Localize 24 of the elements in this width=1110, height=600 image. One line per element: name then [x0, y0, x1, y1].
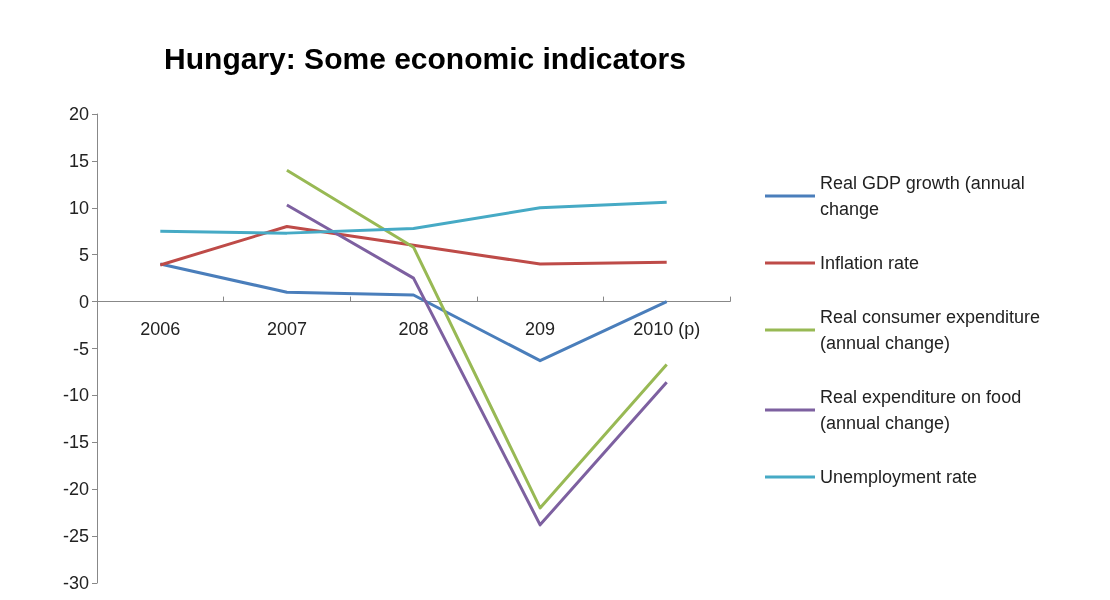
y-tick-label: -10 [62, 385, 89, 406]
chart-title: Hungary: Some economic indicators [164, 41, 686, 75]
x-tick-label: 2007 [266, 318, 307, 339]
x-tick-label: 208 [398, 318, 429, 339]
legend-label: Real GDP growth (annual change [820, 173, 1030, 219]
y-tick-label: -15 [62, 432, 89, 453]
line-series [158, 225, 669, 267]
legend-label: Real expenditure on food (annual change) [820, 387, 1027, 433]
y-tick-label: 10 [68, 197, 89, 218]
legend-label: Real consumer expenditure (annual change) [820, 307, 1046, 353]
y-tick-label: 5 [78, 244, 89, 265]
x-tick-label: 209 [525, 318, 556, 339]
y-tick-label: -30 [62, 573, 89, 593]
y-tick-label: -20 [62, 479, 89, 500]
legend-label: Unemployment rate [820, 467, 978, 487]
y-tick-label: 0 [78, 291, 89, 312]
y-tick-label: -5 [72, 338, 89, 359]
x-tick-label: 2006 [140, 318, 181, 339]
y-tick-label: 20 [68, 104, 89, 124]
y-tick-label: -25 [62, 526, 89, 547]
x-tick-label: 2010 (p) [633, 318, 701, 339]
y-tick-label: 15 [68, 150, 89, 171]
legend-label: Inflation rate [820, 253, 920, 273]
line-series [158, 200, 669, 235]
